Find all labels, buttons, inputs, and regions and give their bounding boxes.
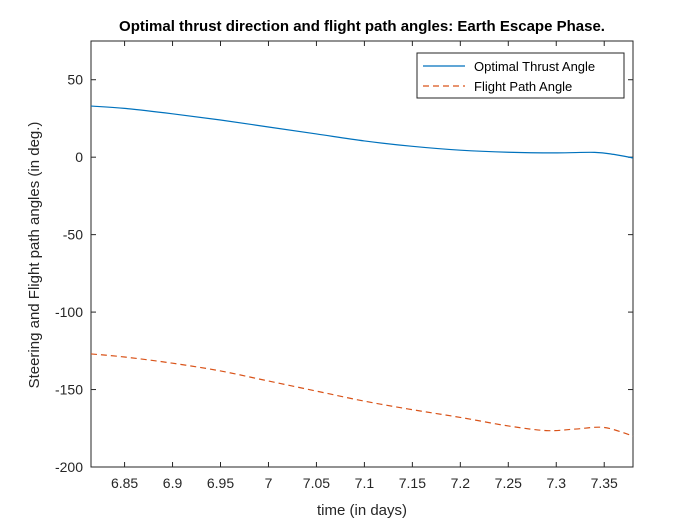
x-tick-label: 6.95 — [207, 475, 234, 491]
y-tick-label: 50 — [67, 72, 83, 88]
series-line-2 — [90, 353, 634, 437]
y-tick-label: -100 — [55, 304, 83, 320]
x-tick-label: 7.35 — [591, 475, 618, 491]
series-line-1 — [90, 105, 634, 159]
x-tick-label: 7.2 — [451, 475, 471, 491]
chart-title: Optimal thrust direction and flight path… — [119, 18, 605, 35]
x-tick-label: 7.25 — [495, 475, 522, 491]
legend-box — [416, 52, 625, 99]
y-tick-label: 0 — [75, 149, 83, 165]
legend-label-2: Flight Path Angle — [474, 79, 572, 94]
y-tick-label: -150 — [55, 382, 83, 398]
axes-box — [90, 40, 634, 468]
plot-area: 6.85 6.9 6.95 7 7.05 7.1 7.15 7.2 7.25 7.3 7.35 50 0… — [55, 40, 634, 491]
x-tick-label: 7.05 — [303, 475, 330, 491]
x-tick-label: 7.3 — [547, 475, 567, 491]
legend-label-1: Optimal Thrust Angle — [474, 59, 595, 74]
y-axis-label: Steering and Flight path angles (in deg.… — [26, 122, 43, 389]
y-tick-label: -50 — [63, 227, 83, 243]
x-tick-label: 7.1 — [355, 475, 375, 491]
y-tick-label: -200 — [55, 459, 83, 475]
x-tick-label: 6.85 — [111, 475, 138, 491]
x-axis-label: time (in days) — [317, 502, 407, 519]
x-tick-label: 6.9 — [163, 475, 183, 491]
x-tick-label: 7 — [265, 475, 273, 491]
x-tick-label: 7.15 — [399, 475, 426, 491]
legend: Optimal Thrust Angle Flight Path Angle — [416, 52, 625, 99]
